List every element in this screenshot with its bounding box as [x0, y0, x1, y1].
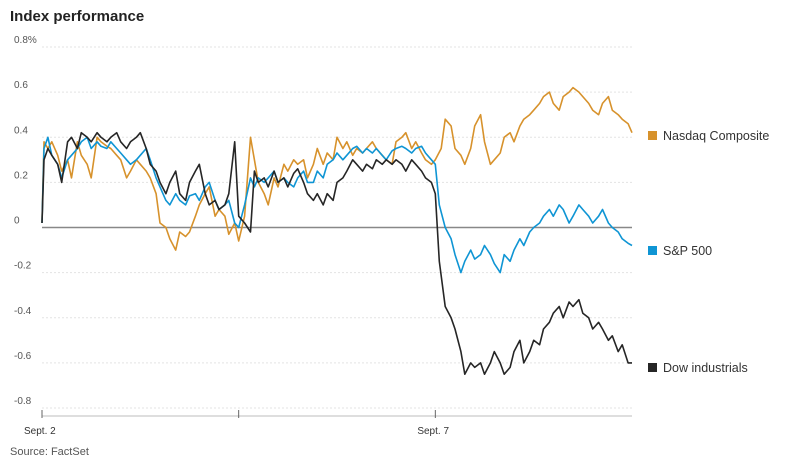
series-line-0: [41, 86, 633, 251]
legend-swatch-1: [648, 246, 657, 255]
y-tick-label: 0: [14, 216, 20, 227]
x-tick-label: Sept. 2: [24, 426, 56, 437]
y-tick-label: -0.2: [14, 261, 32, 272]
y-tick-label: 0.8%: [14, 35, 37, 46]
legend: Nasdaq Composite S&P 500 Dow industrials: [648, 129, 769, 375]
series-line-2: [41, 131, 632, 376]
y-axis-ticks: 0.8% 0.6 0.4 0.2 0 -0.2 -0.4 -0.6 -0.8: [14, 35, 37, 407]
y-tick-label: 0.6: [14, 80, 28, 91]
series-line-1: [41, 136, 633, 274]
legend-label-2: Dow industrials: [663, 361, 748, 375]
chart-title: Index performance: [10, 8, 145, 25]
y-tick-label: -0.6: [14, 351, 32, 362]
x-tick-label: Sept. 7: [417, 426, 449, 437]
y-tick-label: -0.8: [14, 396, 32, 407]
legend-swatch-0: [648, 131, 657, 140]
source-note: Source: FactSet: [10, 446, 89, 458]
series-lines: [41, 86, 633, 376]
legend-swatch-2: [648, 363, 657, 372]
legend-label-1: S&P 500: [663, 244, 712, 258]
legend-label-0: Nasdaq Composite: [663, 129, 769, 143]
x-axis-ticks: Sept. 2 Sept. 7: [24, 410, 632, 437]
gridlines: [42, 46, 632, 409]
y-tick-label: 0.4: [14, 125, 28, 136]
y-tick-label: 0.2: [14, 170, 28, 181]
y-tick-label: -0.4: [14, 306, 32, 317]
